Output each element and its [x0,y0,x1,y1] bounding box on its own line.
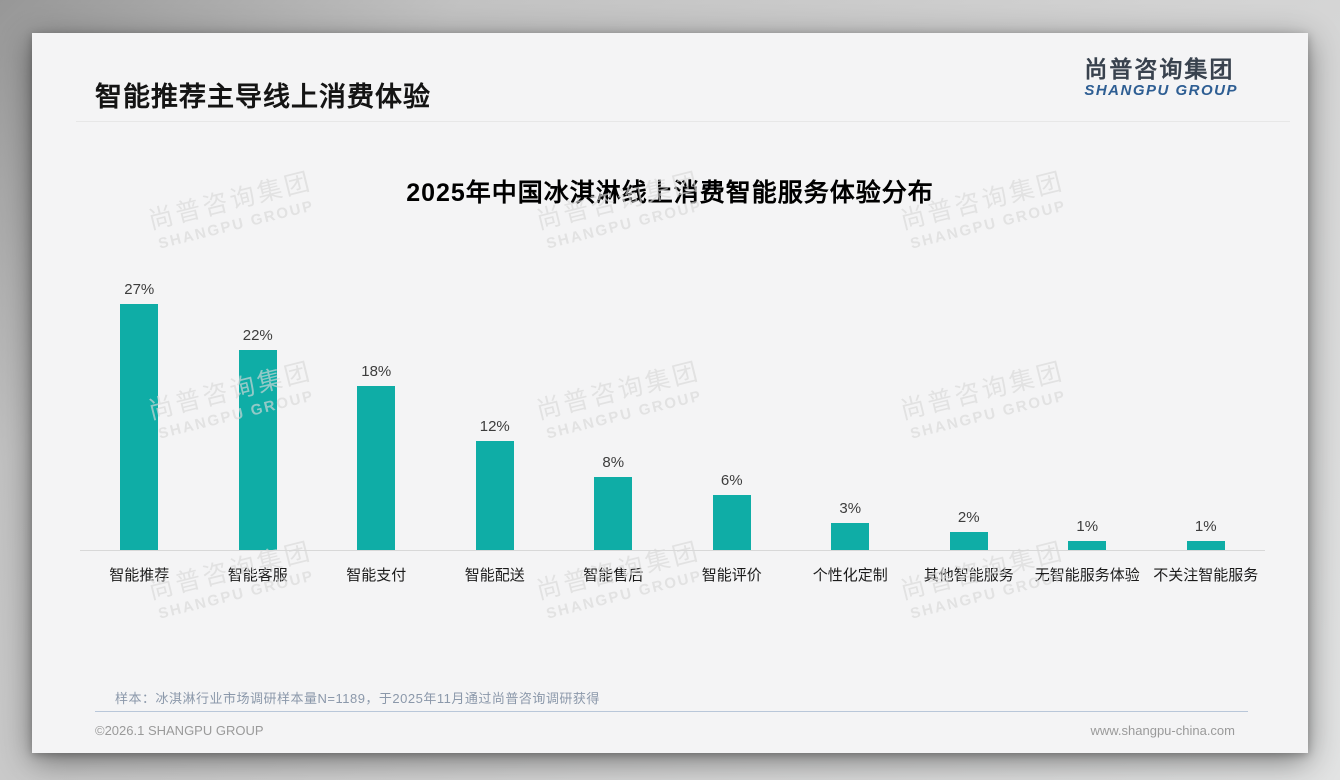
bar-value-label: 1% [1076,517,1099,535]
logo-chinese-name: 尚普咨询集团 [1084,56,1235,82]
footer-divider [95,711,1248,712]
category-label: 智能支付 [346,567,407,584]
bar-column: 3% [791,251,910,550]
category-label: 智能客服 [227,567,288,584]
company-logo: 尚普咨询集团 SHANGPU GROUP [1084,56,1238,100]
bar-column: 2% [910,251,1029,550]
bar-value-label: 18% [361,363,392,381]
bar [712,495,751,550]
bar-value-label: 2% [957,508,980,526]
bar-value-label: 12% [479,417,510,435]
bar [831,522,870,550]
logo-english-name: SHANGPU GROUP [1084,82,1238,100]
bar-column: 18% [317,251,436,550]
bar [949,531,988,550]
category-label: 个性化定制 [812,567,888,584]
bar [357,386,396,550]
plot-area: 27% 22% 18% 12% 8% 6% 3% 2% 1% 1% [80,251,1265,551]
bar-column: 6% [673,251,792,550]
bar-column: 1% [1028,251,1147,550]
bar [120,304,159,550]
bar-value-label: 3% [839,499,862,517]
bar-column: 1% [1147,251,1266,550]
chart-title: 2025年中国冰淇淋线上消费智能服务体验分布 [406,179,934,207]
category-label: 智能售后 [583,567,644,584]
category-label: 智能评价 [701,567,762,584]
category-label: 其他智能服务 [923,567,1014,584]
bar [594,477,633,550]
sample-note: 样本：冰淇淋行业市场调研样本量N=1189，于2025年11月通过尚普咨询调研获… [115,691,600,706]
category-axis: 智能推荐 智能客服 智能支付 智能配送 智能售后 智能评价 个性化定制 其他智能服务 无智能服务… [80,564,1265,585]
bar-value-label: 1% [1194,517,1217,535]
category-label: 智能配送 [464,567,525,584]
category-label: 无智能服务体验 [1034,567,1140,584]
category-label: 不关注智能服务 [1153,567,1259,584]
bar [1068,540,1107,550]
bar-value-label: 22% [242,326,273,344]
bar-column: 12% [436,251,555,550]
bar [238,349,277,550]
header-divider [76,121,1290,122]
website-url: www.shangpu-china.com [1090,723,1235,738]
bar-column: 27% [80,251,199,550]
bar-column: 22% [199,251,318,550]
copyright-text: ©2026.1 SHANGPU GROUP [95,723,264,738]
page-title: 智能推荐主导线上消费体验 [95,82,431,112]
bar [475,440,514,550]
bar-column: 8% [554,251,673,550]
category-label: 智能推荐 [109,567,170,584]
bar-value-label: 8% [602,454,625,472]
slide-card: 智能推荐主导线上消费体验 尚普咨询集团 SHANGPU GROUP 2025年中… [32,33,1308,753]
bar-value-label: 6% [720,472,743,490]
bar [1186,540,1225,550]
bar-value-label: 27% [124,281,155,299]
